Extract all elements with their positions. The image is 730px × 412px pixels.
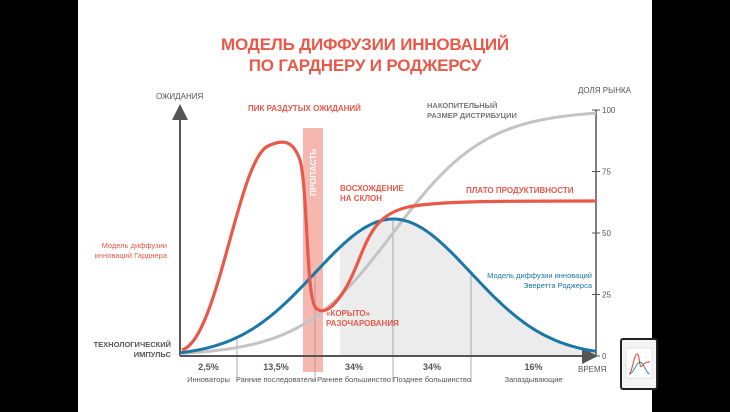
chart-title-line-2: ПО ГАРДНЕРУ И РОДЖЕРСУ [248,56,482,75]
rogers-series-label-1: Модель диффузии инноваций [487,271,592,280]
rogers-series-label-2: Эверетта Роджерса [523,281,593,290]
trigger-label-1: ТЕХНОЛОГИЧЕСКИЙ [94,340,171,349]
slide: МОДЕЛЬ ДИФФУЗИИ ИННОВАЦИЙ ПО ГАРДНЕРУ И … [78,0,652,412]
segment-percent: 13,5% [263,362,289,372]
rogers-curve [179,217,597,355]
rogers-bell-fill [339,219,596,356]
segment-label: Инноваторы [187,375,230,384]
segment-percent: 16% [524,362,542,372]
plateau-label: ПЛАТО ПРОДУКТИВНОСТИ [466,186,574,195]
diffusion-chart: 0 25 50 75 100 ОЖИДАНИЯ ДОЛЯ РЫНКА ВРЕМЯ 2,5… [94,86,632,384]
trough-label-2: РАЗОЧАРОВАНИЯ [326,319,399,328]
slope-label-1: ВОСХОЖДЕНИЕ [340,184,404,193]
right-tick-label: 75 [602,168,611,177]
y-axis-label: ОЖИДАНИЯ [156,92,203,101]
peak-label: ПИК РАЗДУТЫХ ОЖИДАНИЙ [248,104,361,113]
segment-percent: 2,5% [198,362,219,372]
presentation-thumbnail-icon[interactable] [620,338,658,390]
right-axis-label: ДОЛЯ РЫНКА [578,86,632,95]
chasm-label: ПРОПАСТЬ [308,148,318,196]
gartner-series-label-1: Модель диффузии [102,241,167,250]
segment-dividers [236,219,472,382]
cumulative-label-2: РАЗМЕР ДИСТРИБУЦИИ [427,111,517,120]
trough-label-1: «КОРЫТО» [326,309,371,318]
slope-label-2: НА СКЛОН [340,194,382,203]
cumulative-distribution-curve [179,111,597,355]
cumulative-label-1: НАКОПИТЕЛЬНЫЙ [427,101,497,110]
gartner-series-label-2: инноваций Гарднера [95,251,168,260]
right-tick-label: 25 [602,291,611,300]
segment-label: Ранние последователи [236,375,316,384]
gartner-curve [181,140,597,352]
segment-label: Раннее большинство [317,375,391,384]
segment-percent: 34% [423,362,441,372]
right-axis-ticks: 0 25 50 75 100 [592,106,616,361]
trigger-label-2: ИМПУЛЬС [134,350,172,359]
right-tick-label: 0 [602,352,607,361]
segment-percent: 34% [345,362,363,372]
segment-label: Запаздывающие [504,375,562,384]
right-tick-label: 50 [602,229,611,238]
segment-label: Позднее большинство [393,375,471,384]
x-axis-label: ВРЕМЯ [578,365,607,374]
chart-title-line-1: МОДЕЛЬ ДИФФУЗИИ ИННОВАЦИЙ [221,35,509,54]
segment-labels: 2,5% Инноваторы 13,5% Ранние последователи 3… [187,362,562,384]
right-tick-label: 100 [602,106,616,115]
